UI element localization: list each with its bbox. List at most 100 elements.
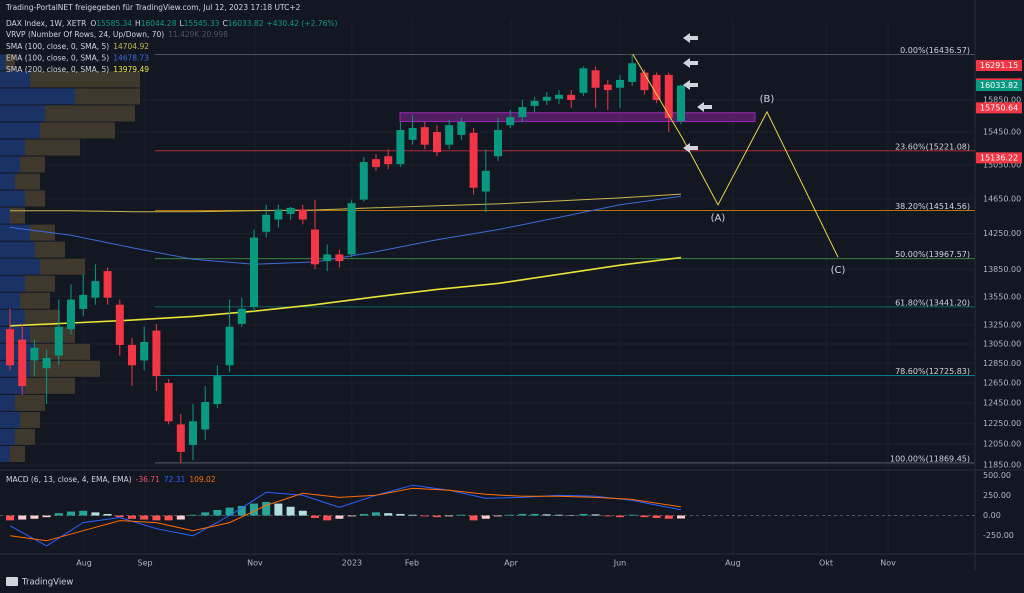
candle-body <box>310 229 319 265</box>
candle-body <box>493 130 502 157</box>
histogram-bar <box>67 511 76 516</box>
candle-body <box>18 339 27 386</box>
candle-body <box>579 68 588 93</box>
price-tag-label: 16033.82 <box>980 81 1018 90</box>
open-value: 15585.34 <box>96 19 132 28</box>
y-tick-label: 12050.00 <box>983 440 1021 449</box>
candle-body <box>640 72 649 91</box>
candle-body <box>506 117 515 126</box>
price-tag-label: 15136.22 <box>980 153 1018 162</box>
vp-down <box>10 445 25 462</box>
arrow <box>683 143 698 153</box>
macd-title: MACD (6, 13, close, 4, EMA, EMA) <box>6 475 132 484</box>
vrvp-values: 11.429K 20.998 <box>168 30 228 39</box>
histogram-bar <box>567 515 576 516</box>
histogram-bar <box>91 512 100 516</box>
vrvp-line: VRVP (Number Of Rows, 24, Up/Down, 70) 11… <box>6 30 228 39</box>
ohlc-label: C <box>222 19 227 28</box>
moving-average <box>10 193 682 213</box>
histogram-bar <box>408 514 417 516</box>
y-tick-label: 14650.00 <box>983 194 1021 203</box>
histogram-bar <box>603 515 612 517</box>
vp-down <box>20 411 40 428</box>
zone <box>399 112 756 123</box>
histogram-bar <box>481 515 490 519</box>
ma-value: 14704.92 <box>113 42 149 51</box>
vp-down <box>30 71 140 88</box>
macd-tick-label: 500.00 <box>983 471 1011 480</box>
histogram-bar <box>115 515 124 518</box>
histogram-bar <box>128 515 137 519</box>
candle-body <box>603 84 612 91</box>
vp-down <box>25 377 75 394</box>
candle-body <box>457 121 466 135</box>
fib-label: 100.00%(11869.45) <box>890 454 970 463</box>
candle-body <box>286 207 295 214</box>
price-tag <box>976 80 1022 92</box>
vp-down <box>15 173 40 190</box>
candle-body <box>384 156 393 165</box>
price-tag-label: 15750.64 <box>980 103 1018 112</box>
x-tick-label: Jun <box>613 559 627 568</box>
candle-body <box>652 74 661 100</box>
candle-body <box>225 326 234 366</box>
symbol-line: DAX Index, 1W, XETR O15585.34 H16044.28 L15… <box>6 19 337 28</box>
macd-value: 72.31 <box>164 475 186 484</box>
candle-body <box>103 271 112 298</box>
vp-up <box>0 71 30 88</box>
candle-body <box>79 294 88 309</box>
histogram-bar <box>30 515 39 519</box>
fib-label: 38.20%(14514.56) <box>895 202 970 211</box>
histogram-bar <box>201 512 210 516</box>
y-tick-label: 13550.00 <box>983 292 1021 301</box>
fib-label: 23.60%(15221.08) <box>895 142 970 151</box>
histogram-bar <box>554 514 563 516</box>
vp-up <box>0 173 15 190</box>
candle-body <box>591 70 600 88</box>
ma-legend: EMA (100, close, 0, SMA, 5) 14678.73 <box>6 54 149 63</box>
histogram-bar <box>518 513 527 516</box>
histogram-bar <box>176 515 185 520</box>
histogram-bar <box>298 510 307 516</box>
vp-up <box>0 224 30 241</box>
arrow <box>683 80 698 90</box>
y-tick-label: 15450.00 <box>983 128 1021 137</box>
vp-up <box>0 343 35 360</box>
candle-body <box>91 281 100 298</box>
histogram-bar <box>213 509 222 516</box>
candle-body <box>6 329 15 366</box>
x-tick-label: Aug <box>725 559 741 568</box>
y-tick-label: 11850.00 <box>983 461 1021 470</box>
ma-name: EMA (100, close, 0, SMA, 5) <box>6 54 109 63</box>
vp-down <box>40 258 85 275</box>
fib-label: 78.60%(12725.83) <box>895 367 970 376</box>
vp-up <box>0 156 20 173</box>
wave-label: (A) <box>711 213 726 224</box>
candle-body <box>54 326 63 356</box>
candle-body <box>213 376 222 405</box>
y-tick-label: 13050.00 <box>983 339 1021 348</box>
candle-body <box>30 347 39 361</box>
histogram-bar <box>457 514 466 516</box>
histogram-bar <box>310 515 319 518</box>
vp-up <box>0 445 10 462</box>
histogram-bar <box>420 515 429 517</box>
shared-by: Trading-PortalNET freigegeben für Tradin… <box>5 3 301 12</box>
histogram-bar <box>530 513 539 516</box>
histogram-bar <box>384 513 393 516</box>
ohlc-label: H <box>135 19 141 28</box>
candle-body <box>445 125 454 145</box>
histogram-bar <box>506 514 515 516</box>
plot: 0.00%(16436.57) 23.60%(15221.08) 38.20%(14… <box>0 46 975 547</box>
candle-body <box>530 100 539 106</box>
histogram-bar <box>323 515 332 521</box>
histogram-bar <box>579 513 588 516</box>
ma-legend: SMA (100, close, 0, SMA, 5) 14704.92 <box>6 42 149 51</box>
macd-line <box>9 484 682 547</box>
candle-body <box>420 127 429 145</box>
vp-down <box>20 292 50 309</box>
x-tick-label: Aug <box>76 559 92 568</box>
arrows <box>683 33 712 153</box>
y-tick-label: 12850.00 <box>983 359 1021 368</box>
candle-body <box>152 330 161 377</box>
